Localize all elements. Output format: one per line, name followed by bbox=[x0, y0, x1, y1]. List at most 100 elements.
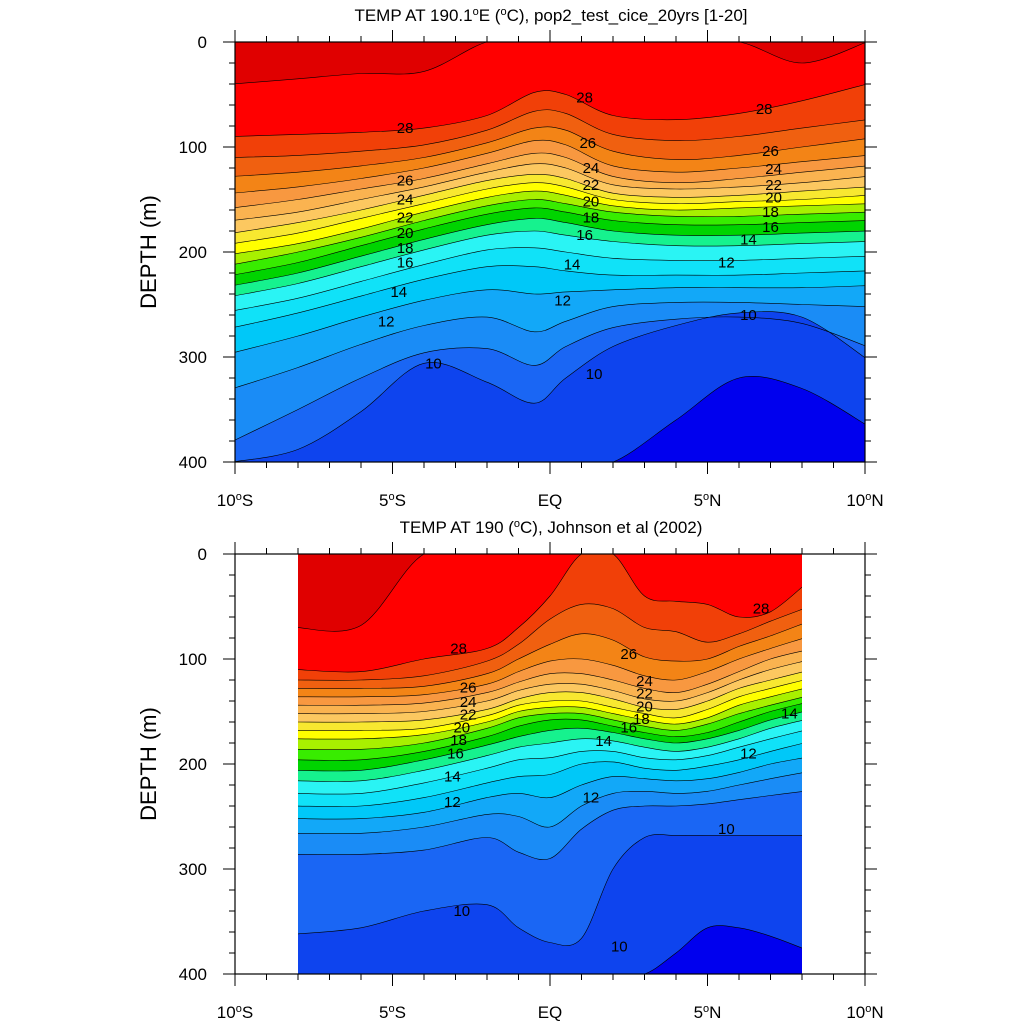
x-tick-label: 10oN bbox=[846, 1003, 883, 1022]
contour-label: 26 bbox=[397, 173, 414, 190]
y-tick-label: 100 bbox=[179, 650, 207, 669]
isotherm-line bbox=[298, 791, 802, 860]
isotherm-line bbox=[298, 554, 802, 673]
x-tick-label: 10oS bbox=[217, 491, 253, 510]
band-fill bbox=[298, 834, 802, 974]
isotherm-line bbox=[298, 834, 802, 946]
contour-label: 12 bbox=[740, 746, 757, 763]
y-tick-label: 300 bbox=[179, 860, 207, 879]
y-tick-label: 100 bbox=[179, 138, 207, 157]
contour-label: 18 bbox=[762, 204, 779, 221]
band-fill bbox=[235, 376, 865, 462]
y-tick-label: 200 bbox=[179, 755, 207, 774]
isotherm-line bbox=[298, 680, 802, 731]
y-tick-label: 0 bbox=[198, 545, 207, 564]
x-tick-label: 5oS bbox=[379, 491, 406, 510]
band-fill bbox=[298, 925, 802, 974]
x-tick-label: 5oN bbox=[694, 1003, 722, 1022]
axes: 0 100 200 300 400 10oS 5oS EQ 5oN 10oN bbox=[179, 542, 884, 1022]
contour-label: 20 bbox=[765, 189, 782, 206]
contour-label: 12 bbox=[718, 255, 735, 272]
contour-label: 22 bbox=[583, 177, 600, 194]
isotherm-line bbox=[235, 42, 865, 85]
contour-label: 24 bbox=[583, 160, 600, 177]
contour-label: 10 bbox=[586, 366, 603, 383]
contour-label: 10 bbox=[611, 939, 628, 956]
contour-label: 24 bbox=[636, 673, 653, 690]
isotherm-line bbox=[298, 623, 802, 689]
axes: 0 100 200 300 400 10oS 5oS EQ 5oN 10oN bbox=[179, 30, 884, 510]
isotherm-line bbox=[235, 207, 865, 276]
isotherm-line bbox=[298, 638, 802, 698]
y-tick-label: 0 bbox=[198, 33, 207, 52]
contour-label: 14 bbox=[390, 284, 407, 301]
contour-label: 16 bbox=[620, 719, 637, 736]
isotherm-line bbox=[235, 199, 865, 265]
contour-label: 18 bbox=[583, 209, 600, 226]
contour-label: 26 bbox=[762, 143, 779, 160]
contour-label: 12 bbox=[554, 292, 571, 309]
contour-label: 20 bbox=[583, 194, 600, 211]
panel-observed: TEMP AT 190 (oC), Johnson et al (2002) 2… bbox=[136, 518, 884, 1022]
x-tick-label: EQ bbox=[538, 491, 563, 510]
isotherm-line bbox=[298, 743, 802, 807]
contour-label: 22 bbox=[636, 686, 653, 703]
isotherm-line bbox=[298, 661, 802, 715]
isotherm-line bbox=[235, 285, 865, 353]
contour-label: 20 bbox=[453, 719, 470, 736]
isotherm-line bbox=[298, 711, 802, 772]
contour-label: 18 bbox=[397, 240, 414, 257]
y-tick-label: 200 bbox=[179, 243, 207, 262]
contour-label: 28 bbox=[753, 601, 770, 618]
contour-label: 12 bbox=[378, 313, 395, 330]
y-tick-label: 300 bbox=[179, 348, 207, 367]
contour-label: 14 bbox=[564, 257, 581, 274]
contour-label: 28 bbox=[397, 120, 414, 137]
contour-label: 24 bbox=[460, 694, 477, 711]
isotherm-line bbox=[235, 163, 865, 221]
contour-label: 22 bbox=[460, 707, 477, 724]
contour-label: 14 bbox=[444, 769, 461, 786]
x-tick-label: 5oN bbox=[694, 491, 722, 510]
contour-label: 26 bbox=[460, 679, 477, 696]
x-tick-label: 5oS bbox=[379, 1003, 406, 1022]
contour-label: 20 bbox=[636, 698, 653, 715]
isotherm-line bbox=[235, 301, 865, 389]
isotherm-line bbox=[235, 182, 865, 244]
contour-label: 14 bbox=[595, 733, 612, 750]
isotherm-line bbox=[235, 311, 865, 462]
contour-label: 26 bbox=[579, 135, 596, 152]
isotherm-line bbox=[235, 126, 865, 177]
isotherm-line bbox=[298, 772, 802, 835]
contour-label: 16 bbox=[576, 227, 593, 244]
isotherm-line bbox=[298, 554, 802, 632]
contour-label: 12 bbox=[444, 794, 461, 811]
isotherm-line bbox=[235, 109, 865, 158]
contour-label: 16 bbox=[447, 746, 464, 763]
contour-label: 12 bbox=[583, 790, 600, 807]
isotherm-line bbox=[298, 720, 802, 782]
isotherm-line bbox=[235, 152, 865, 208]
isotherm-line bbox=[235, 376, 865, 462]
contour-label: 16 bbox=[762, 219, 779, 236]
x-tick-label: 10oS bbox=[217, 1003, 253, 1022]
isotherm-line bbox=[298, 650, 802, 706]
x-tick-label: 10oN bbox=[846, 491, 883, 510]
contour-label: 24 bbox=[765, 161, 782, 178]
isotherm-line bbox=[235, 316, 865, 441]
contour-label: 22 bbox=[765, 177, 782, 194]
y-tick-label: 400 bbox=[179, 453, 207, 472]
isotherm-line bbox=[235, 139, 865, 194]
contour-label: 22 bbox=[397, 209, 414, 226]
isotherm-line bbox=[235, 247, 865, 311]
contour-label: 14 bbox=[740, 231, 757, 248]
isotherm-line bbox=[235, 230, 865, 297]
contour-label: 18 bbox=[450, 732, 467, 749]
contour-label: 10 bbox=[718, 821, 735, 838]
y-tick-label: 400 bbox=[179, 965, 207, 984]
contour-label: 18 bbox=[633, 711, 650, 728]
isotherm-line bbox=[298, 688, 802, 740]
isotherm-line bbox=[298, 703, 802, 761]
panel-title: TEMP AT 190 (oC), Johnson et al (2002) bbox=[400, 518, 703, 537]
